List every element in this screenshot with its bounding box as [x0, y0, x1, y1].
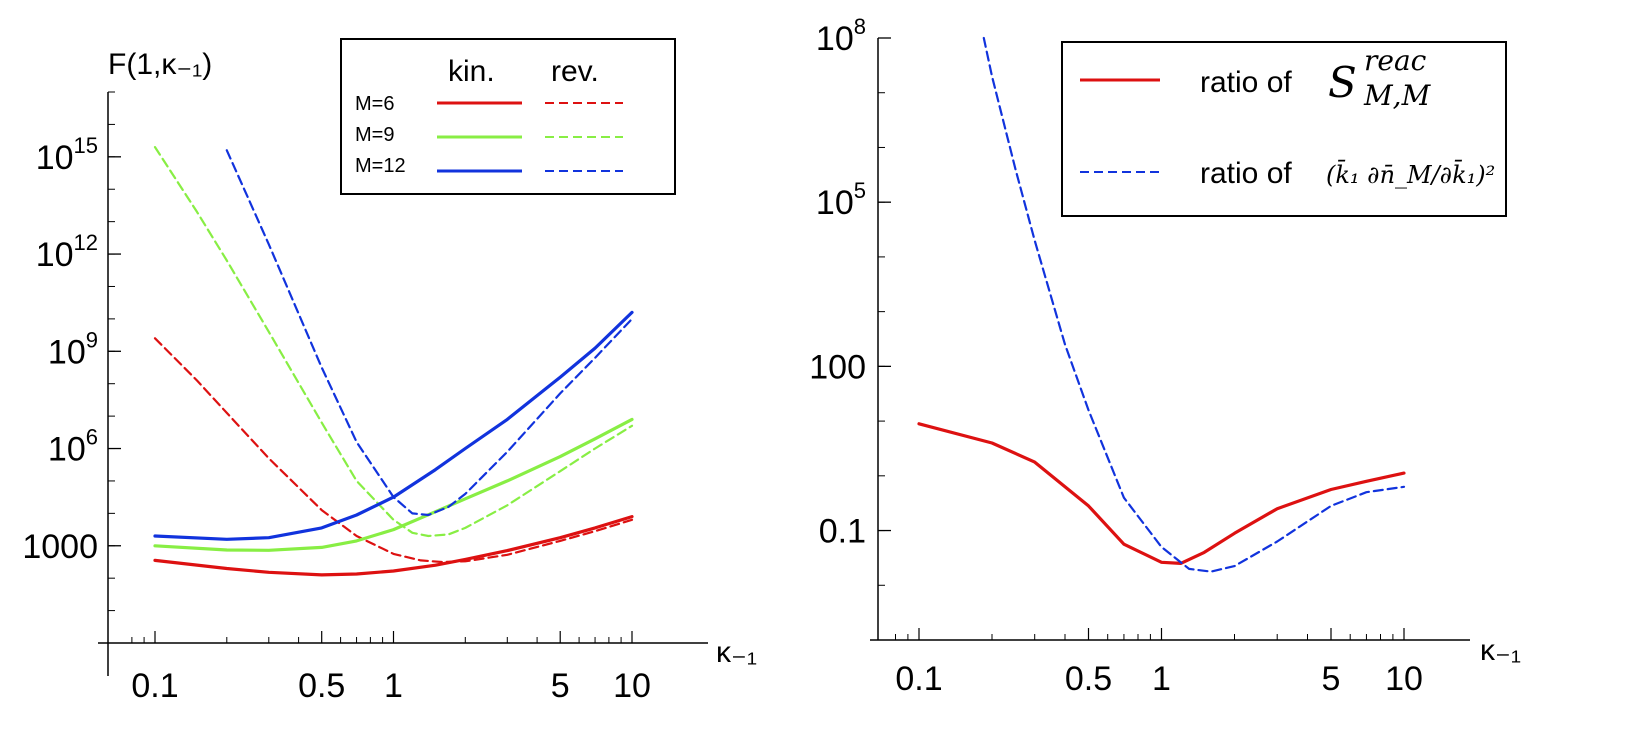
legend-col-rev: rev.	[551, 55, 599, 88]
left-legend-box	[340, 38, 676, 195]
x-tick-label: 1	[384, 667, 403, 705]
series-line-ratio-of-s-reac	[917, 422, 1406, 566]
legend-row-m9: M=9	[355, 124, 394, 146]
y-tick-label: 0.1	[819, 513, 866, 551]
y-tick-label: 100	[809, 348, 866, 386]
series-line-m-6-rev-	[153, 337, 634, 564]
x-tick-label: 0.5	[1065, 660, 1112, 698]
legend-row-m6: M=6	[355, 93, 394, 115]
left-x-axis-label: κ₋₁	[716, 636, 757, 669]
x-tick-label: 5	[1322, 660, 1341, 698]
legend-entry-sreac-math: S	[1328, 58, 1357, 107]
x-tick-label: 0.1	[131, 667, 178, 705]
right-ticks: 0.1 0.5 1 5 10 0.1 100 105 108	[809, 14, 1423, 698]
right-series	[917, 36, 1406, 573]
y-tick-label: 1012	[36, 230, 98, 274]
series-line-m-12-kin-	[153, 310, 634, 541]
x-tick-label: 0.1	[895, 660, 942, 698]
x-tick-label: 0.5	[298, 667, 345, 705]
x-tick-label: 10	[613, 667, 651, 705]
right-legend: ratio of S reac M,M ratio of (k̄₁ ∂n̄_M/…	[1061, 41, 1507, 217]
y-tick-label: 1000	[22, 528, 98, 566]
x-tick-label: 5	[551, 667, 570, 705]
legend-entry-sreac-sup: reac	[1364, 44, 1427, 77]
legend-entry-dn-math: (k̄₁ ∂n̄_M/∂k̄₁)²	[1326, 160, 1495, 189]
legend-row-m12: M=12	[355, 155, 406, 177]
x-tick-label: 10	[1385, 660, 1423, 698]
right-plot: κ₋₁ 0.1 0.5 1 5 10 0.1 100 105 108 ratio of S re…	[809, 14, 1521, 698]
left-legend: kin. rev. M=6 M=9 M=12	[340, 38, 676, 195]
legend-col-kin: kin.	[448, 55, 495, 88]
right-x-axis-label: κ₋₁	[1480, 634, 1521, 667]
y-tick-label: 106	[48, 425, 98, 469]
series-line-ratio-of-k-dn-dk-2	[982, 36, 1406, 573]
series-line-m-9-rev-	[153, 146, 634, 538]
series-line-m-9-kin-	[153, 417, 634, 552]
left-plot: F(1,κ₋₁) κ₋₁ 0.1 0.5 1 5 10 1000 106 109 1012 101…	[22, 38, 757, 705]
y-tick-label: 109	[48, 327, 98, 371]
series-line-m-12-rev-	[225, 149, 634, 517]
left-ticks: 0.1 0.5 1 5 10 1000 106 109 1012 1015	[22, 91, 651, 705]
legend-entry-sreac-text: ratio of	[1200, 66, 1292, 99]
series-line-m-6-kin-	[153, 514, 634, 577]
y-tick-label: 1015	[36, 133, 98, 177]
legend-entry-sreac-sub: M,M	[1363, 79, 1432, 112]
x-tick-label: 1	[1152, 660, 1171, 698]
legend-entry-dn-text: ratio of	[1200, 157, 1292, 190]
left-series	[153, 146, 634, 577]
y-tick-label: 105	[816, 178, 866, 222]
y-tick-label: 108	[816, 14, 866, 58]
left-y-axis-label: F(1,κ₋₁)	[108, 48, 212, 81]
right-legend-box	[1061, 41, 1507, 217]
